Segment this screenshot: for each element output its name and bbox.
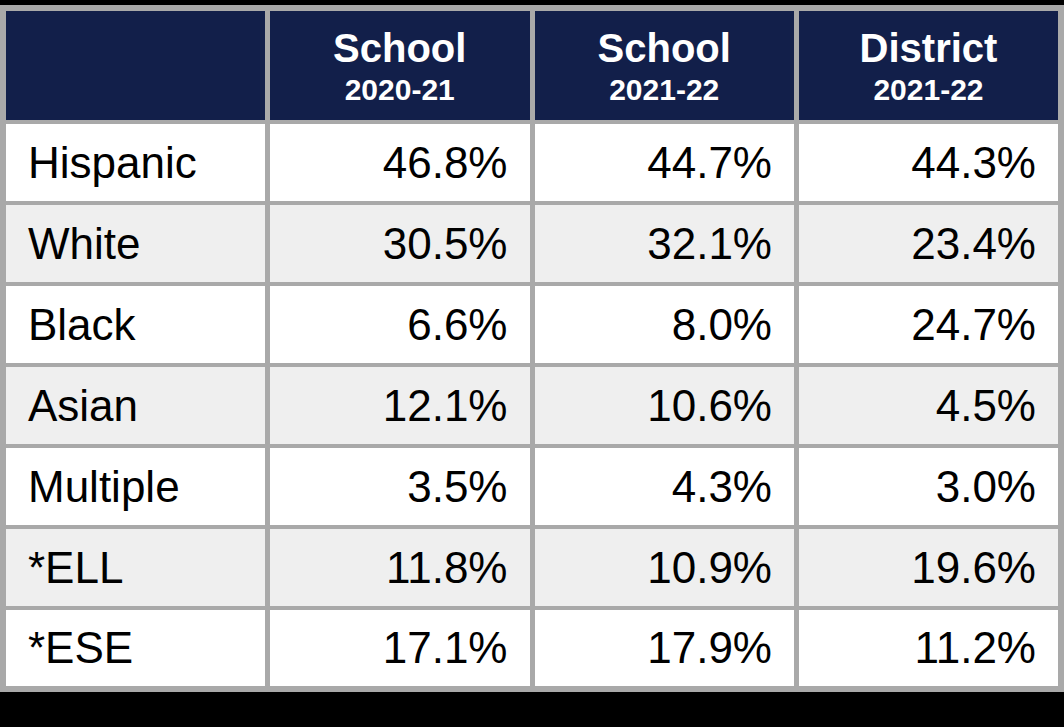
header-line1: District xyxy=(799,24,1058,72)
value-cell: 11.8% xyxy=(268,527,533,608)
value-cell: 6.6% xyxy=(268,284,533,365)
table-header: School2020-21School2021-22District2021-2… xyxy=(3,8,1061,122)
header-cell: District2021-22 xyxy=(797,8,1062,122)
value-cell: 17.1% xyxy=(268,608,533,689)
row-label: Black xyxy=(3,284,268,365)
table-row: *ESE17.1%17.9%11.2% xyxy=(3,608,1061,689)
table-row: *ELL11.8%10.9%19.6% xyxy=(3,527,1061,608)
row-label: *ESE xyxy=(3,608,268,689)
row-label: Asian xyxy=(3,365,268,446)
table-row: Asian12.1%10.6%4.5% xyxy=(3,365,1061,446)
demographics-table: School2020-21School2021-22District2021-2… xyxy=(0,5,1064,692)
table-row: Black6.6%8.0%24.7% xyxy=(3,284,1061,365)
row-label: *ELL xyxy=(3,527,268,608)
header-line1: School xyxy=(535,24,795,72)
value-cell: 46.8% xyxy=(268,122,533,203)
table-row: Multiple3.5%4.3%3.0% xyxy=(3,446,1061,527)
value-cell: 30.5% xyxy=(268,203,533,284)
value-cell: 23.4% xyxy=(797,203,1062,284)
value-cell: 8.0% xyxy=(532,284,797,365)
header-cell: School2021-22 xyxy=(532,8,797,122)
value-cell: 4.5% xyxy=(797,365,1062,446)
value-cell: 44.7% xyxy=(532,122,797,203)
value-cell: 17.9% xyxy=(532,608,797,689)
value-cell: 19.6% xyxy=(797,527,1062,608)
value-cell: 4.3% xyxy=(532,446,797,527)
header-line2: 2021-22 xyxy=(535,72,795,108)
row-label: Hispanic xyxy=(3,122,268,203)
header-line2: 2020-21 xyxy=(270,72,530,108)
row-label: Multiple xyxy=(3,446,268,527)
value-cell: 44.3% xyxy=(797,122,1062,203)
value-cell: 11.2% xyxy=(797,608,1062,689)
table-body: Hispanic46.8%44.7%44.3%White30.5%32.1%23… xyxy=(3,122,1061,689)
value-cell: 24.7% xyxy=(797,284,1062,365)
value-cell: 32.1% xyxy=(532,203,797,284)
header-cell-empty xyxy=(3,8,268,122)
table-row: White30.5%32.1%23.4% xyxy=(3,203,1061,284)
row-label: White xyxy=(3,203,268,284)
header-cell: School2020-21 xyxy=(268,8,533,122)
header-row: School2020-21School2021-22District2021-2… xyxy=(3,8,1061,122)
value-cell: 3.5% xyxy=(268,446,533,527)
value-cell: 12.1% xyxy=(268,365,533,446)
page-background: School2020-21School2021-22District2021-2… xyxy=(0,0,1064,727)
header-line2: 2021-22 xyxy=(799,72,1058,108)
value-cell: 3.0% xyxy=(797,446,1062,527)
table-row: Hispanic46.8%44.7%44.3% xyxy=(3,122,1061,203)
header-line1: School xyxy=(270,24,530,72)
value-cell: 10.9% xyxy=(532,527,797,608)
value-cell: 10.6% xyxy=(532,365,797,446)
